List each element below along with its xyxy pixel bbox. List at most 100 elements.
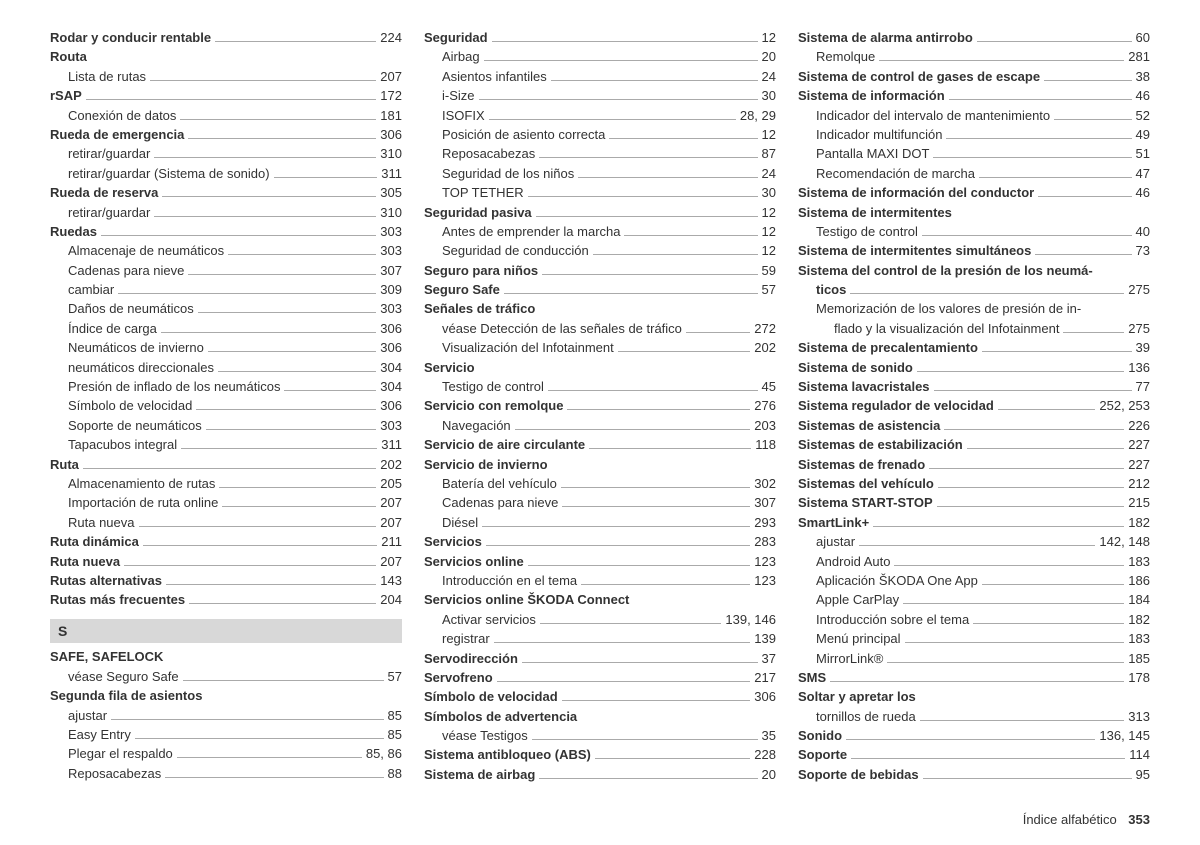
leader-line: [284, 390, 376, 391]
entry-label: Navegación: [442, 418, 511, 435]
leader-line: [111, 719, 384, 720]
heading-label: Routa: [50, 49, 87, 66]
index-entry: Recomendación de marcha47: [798, 166, 1150, 183]
entry-label: Batería del vehículo: [442, 476, 557, 493]
index-entry: Rodar y conducir rentable224: [50, 30, 402, 47]
leader-line: [922, 235, 1132, 236]
index-heading: Routa: [50, 49, 402, 66]
entry-page: 207: [380, 69, 402, 86]
leader-line: [873, 526, 1124, 527]
entry-page: 302: [754, 476, 776, 493]
index-entry: Símbolo de velocidad306: [50, 398, 402, 415]
entry-page: 311: [381, 166, 402, 183]
index-entry: Seguridad de conducción12: [424, 243, 776, 260]
entry-label: flado y la visualización del Infotainmen…: [834, 321, 1059, 338]
index-entry: Ruta nueva207: [50, 515, 402, 532]
entry-page: 306: [380, 127, 402, 144]
leader-line: [183, 680, 384, 681]
index-entry: MirrorLink®185: [798, 651, 1150, 668]
entry-page: 212: [1128, 476, 1150, 493]
index-entry: Sistema antibloqueo (ABS) 228: [424, 747, 776, 764]
index-heading: Señales de tráfico: [424, 301, 776, 318]
entry-page: 172: [380, 88, 402, 105]
index-entry: Seguro para niños59: [424, 263, 776, 280]
leader-line: [905, 642, 1125, 643]
index-entry: Sistemas del vehículo212: [798, 476, 1150, 493]
index-entry: Ruta nueva207: [50, 554, 402, 571]
index-entry: Indicador multifunción49: [798, 127, 1150, 144]
index-entry: Indicador del intervalo de mantenimiento…: [798, 108, 1150, 125]
entry-page: 118: [755, 437, 776, 454]
entry-label: SMS: [798, 670, 826, 687]
entry-label: Sistema de precalentamiento: [798, 340, 978, 357]
index-entry: Rueda de reserva305: [50, 185, 402, 202]
entry-label: véase Seguro Safe: [68, 669, 179, 686]
index-entry: Seguridad pasiva12: [424, 205, 776, 222]
entry-label: Sistema de intermitentes simultáneos: [798, 243, 1031, 260]
entry-label: Almacenaje de neumáticos: [68, 243, 224, 260]
entry-label: Rodar y conducir rentable: [50, 30, 211, 47]
entry-page: 228: [754, 747, 776, 764]
index-page: Rodar y conducir rentable224RoutaLista d…: [0, 0, 1200, 845]
leader-line: [215, 41, 376, 42]
entry-label: Sistema de información del conductor: [798, 185, 1034, 202]
entry-page: 20: [762, 767, 776, 784]
leader-line: [979, 177, 1132, 178]
entry-page: 226: [1128, 418, 1150, 435]
index-column-3: Sistema de alarma antirrobo60Remolque281…: [798, 30, 1150, 786]
leader-line: [609, 138, 757, 139]
leader-line: [154, 157, 376, 158]
entry-page: 37: [762, 651, 776, 668]
index-entry: Servodirección37: [424, 651, 776, 668]
entry-page: 60: [1136, 30, 1150, 47]
entry-page: 303: [380, 224, 402, 241]
entry-label: Rueda de emergencia: [50, 127, 184, 144]
leader-line: [859, 545, 1095, 546]
leader-line: [482, 526, 750, 527]
entry-page: 293: [754, 515, 776, 532]
leader-line: [165, 777, 383, 778]
index-entry: retirar/guardar (Sistema de sonido)311: [50, 166, 402, 183]
entry-label: Testigo de control: [816, 224, 918, 241]
index-entry: Posición de asiento correcta12: [424, 127, 776, 144]
entry-page: 12: [762, 243, 776, 260]
leader-line: [949, 99, 1132, 100]
entry-page: 123: [754, 554, 776, 571]
index-entry: Soporte114: [798, 747, 1150, 764]
index-entry: flado y la visualización del Infotainmen…: [798, 321, 1150, 338]
index-entry: véase Seguro Safe57: [50, 669, 402, 686]
entry-label: Sistema START-STOP: [798, 495, 933, 512]
entry-page: 24: [762, 69, 776, 86]
entry-page: 95: [1136, 767, 1150, 784]
entry-label: Sistema de control de gases de escape: [798, 69, 1040, 86]
index-entry: Menú principal183: [798, 631, 1150, 648]
leader-line: [180, 119, 376, 120]
entry-page: 39: [1136, 340, 1150, 357]
entry-page: 183: [1128, 631, 1150, 648]
leader-line: [539, 157, 757, 158]
entry-label: MirrorLink®: [816, 651, 883, 668]
index-heading: Segunda fila de asientos: [50, 688, 402, 705]
entry-page: 40: [1136, 224, 1150, 241]
leader-line: [124, 565, 376, 566]
entry-label: Sistemas de frenado: [798, 457, 925, 474]
index-columns: Rodar y conducir rentable224RoutaLista d…: [50, 30, 1150, 786]
index-entry: Sistema del control de la presión de los…: [798, 263, 1150, 280]
leader-line: [492, 41, 758, 42]
entry-label: Asientos infantiles: [442, 69, 547, 86]
index-entry: Seguridad12: [424, 30, 776, 47]
entry-label: Sistema antibloqueo (ABS): [424, 747, 591, 764]
leader-line: [161, 332, 376, 333]
entry-page: 46: [1136, 185, 1150, 202]
entry-label: Sistema lavacristales: [798, 379, 930, 396]
entry-page: 184: [1128, 592, 1150, 609]
leader-line: [484, 60, 758, 61]
index-entry: i-Size30: [424, 88, 776, 105]
index-entry: Remolque281: [798, 49, 1150, 66]
footer-label: Índice alfabético: [1023, 812, 1117, 827]
index-entry: Sistema de control de gases de escape38: [798, 69, 1150, 86]
index-entry: Daños de neumáticos303: [50, 301, 402, 318]
leader-line: [486, 545, 750, 546]
entry-page: 303: [380, 243, 402, 260]
leader-line: [851, 758, 1125, 759]
